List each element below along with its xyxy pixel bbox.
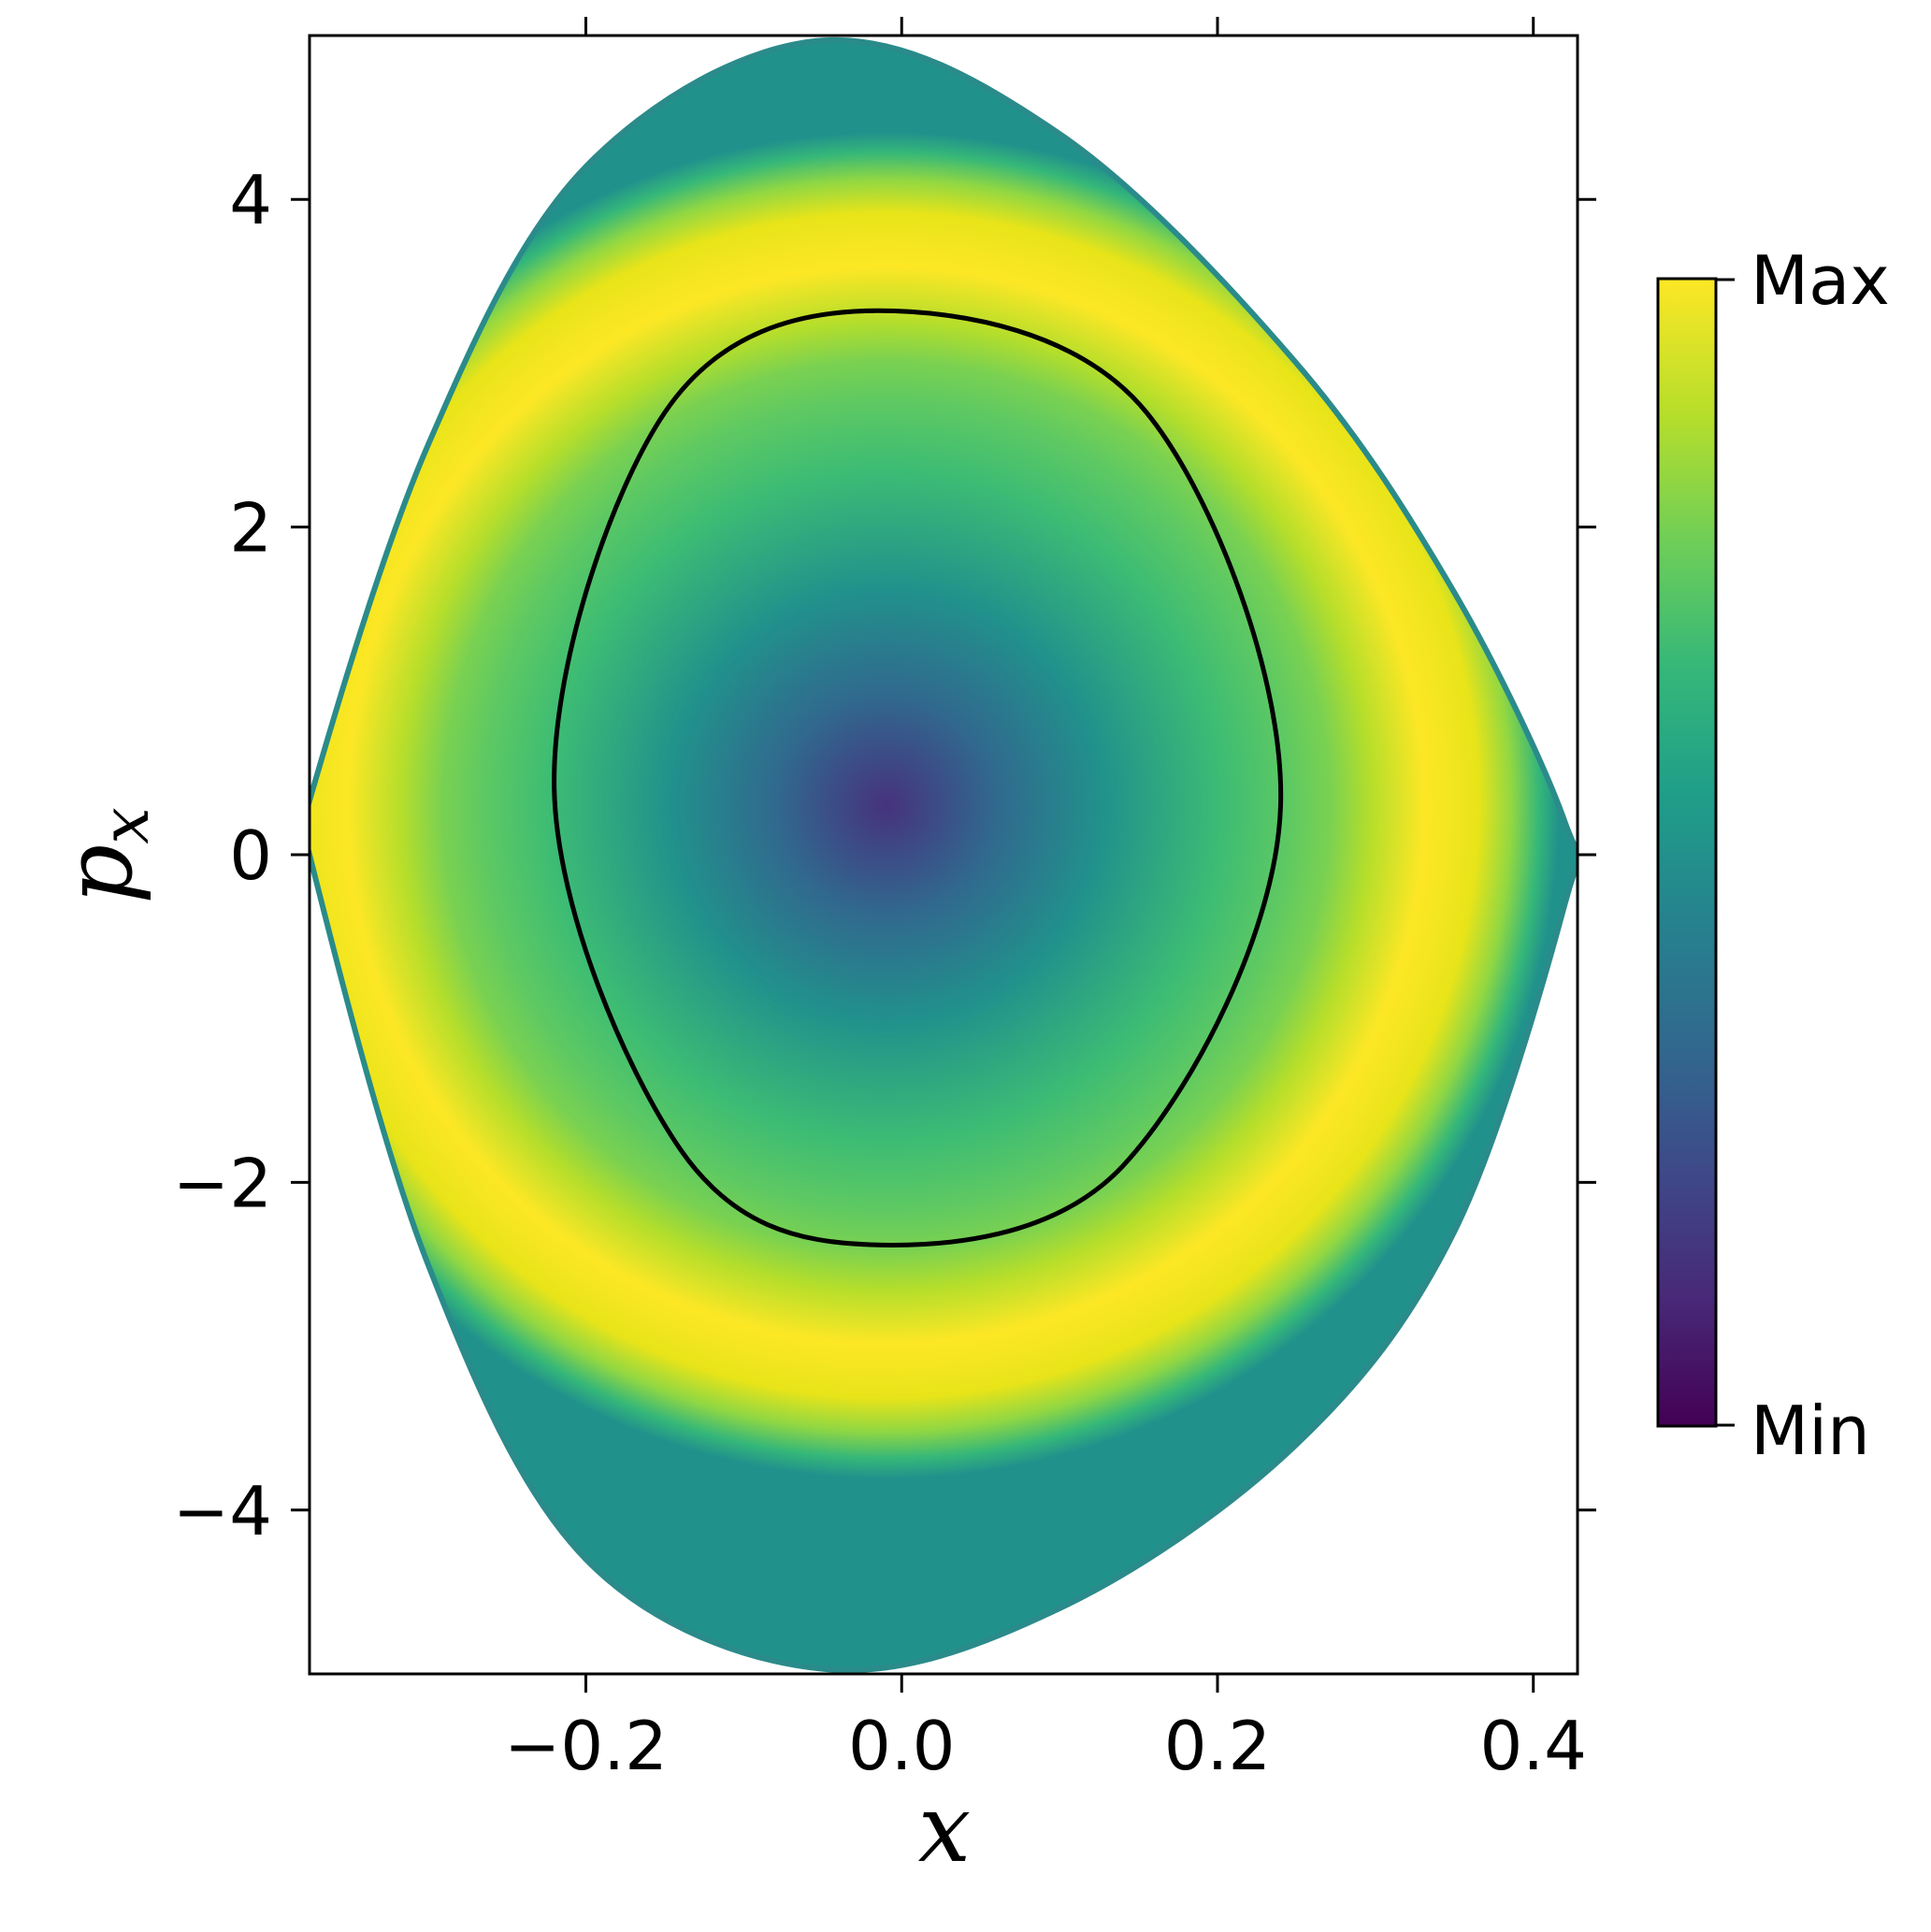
x-tick-label: 0.4 (1479, 1707, 1587, 1785)
colorbar: Max Min (1656, 241, 1890, 1470)
y-tick-label: 0 (229, 816, 272, 895)
plot-area (310, 36, 1578, 1674)
y-tick-label: −2 (173, 1144, 272, 1222)
colorbar-gradient (1656, 277, 1718, 1428)
colorbar-min-label: Min (1751, 1391, 1870, 1470)
y-tick-label: 2 (229, 489, 272, 568)
region-edge (310, 36, 1578, 1674)
x-axis-ticks: −0.2 0.0 0.2 0.4 (504, 17, 1587, 1785)
y-axis-ticks: 4 2 0 −2 −4 (173, 161, 1596, 1550)
y-axis-label-sub: x (87, 807, 164, 843)
y-axis-label-main: p (44, 844, 153, 904)
y-tick-label: 4 (229, 161, 272, 239)
x-tick-label: 0.0 (848, 1707, 956, 1785)
x-tick-label: −0.2 (504, 1707, 668, 1785)
y-axis-label: px (44, 807, 164, 904)
x-tick-label: 0.2 (1164, 1707, 1272, 1785)
separatrix-curve (552, 308, 1284, 1247)
colorbar-max-label: Max (1751, 241, 1890, 320)
x-axis-label: x (918, 1774, 971, 1883)
y-tick-label: −4 (173, 1472, 272, 1550)
